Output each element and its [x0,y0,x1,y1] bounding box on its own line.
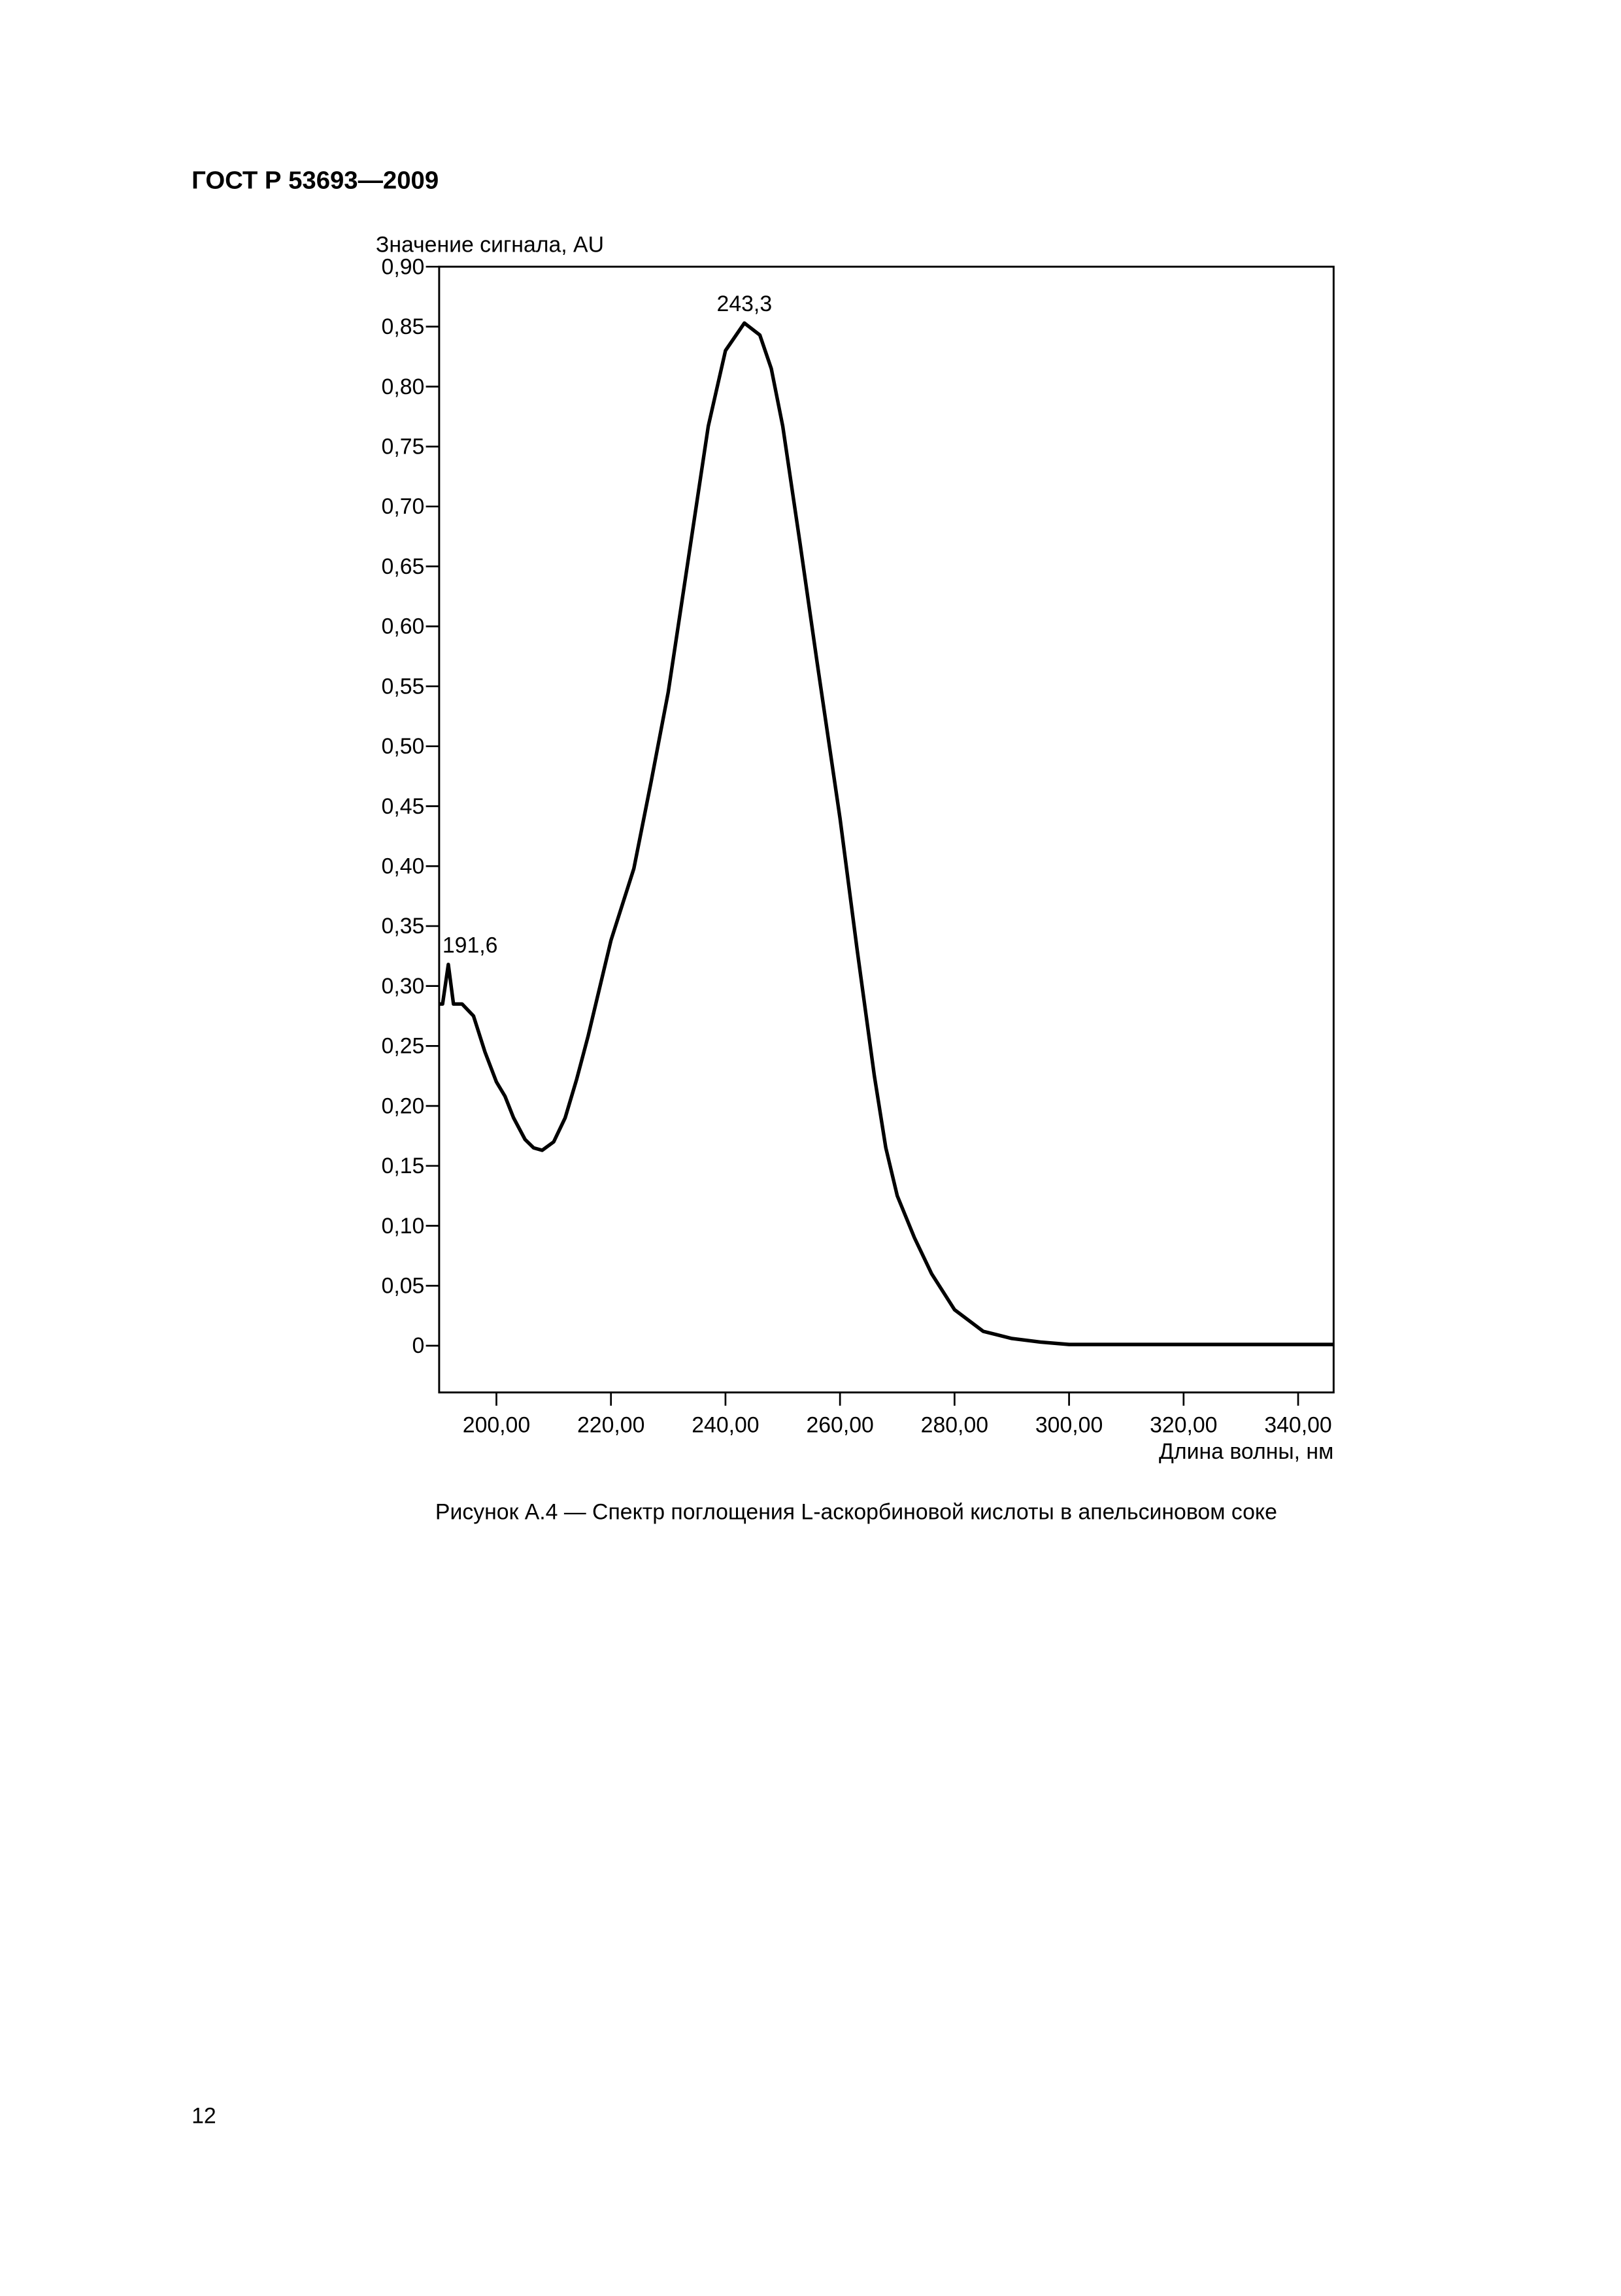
header: ГОСТ Р 53693—2009 [192,167,439,195]
y-tick-label: 0,65 [382,554,425,579]
y-tick-label: 0,80 [382,374,425,399]
y-tick-label: 0,10 [382,1214,425,1239]
y-tick-label: 0,60 [382,614,425,639]
peak-label: 243,3 [717,291,773,316]
x-tick-label: 320,00 [1150,1412,1217,1437]
y-tick-label: 0,45 [382,794,425,819]
plot-frame [438,265,1335,1393]
y-tick-label: 0,35 [382,914,425,939]
y-tick-label: 0,40 [382,854,425,879]
y-tick-label: 0,15 [382,1154,425,1178]
x-tick-label: 260,00 [806,1412,873,1437]
y-axis-label: Значение сигнала, AU [376,233,604,258]
x-tick-label: 220,00 [577,1412,644,1437]
spectrum-line [439,321,1334,1346]
y-tick-label: 0,50 [382,734,425,759]
caption: Рисунок А.4 — Спектр поглощения L-аскорб… [435,1499,1277,1524]
x-tick-label: 200,00 [463,1412,530,1437]
y-tick-label: 0,85 [382,314,425,339]
x-tick-label: 280,00 [921,1412,988,1437]
y-tick-label: 0,55 [382,674,425,699]
x-tick-label: 340,00 [1264,1412,1331,1437]
y-tick-label: 0,25 [382,1034,425,1059]
y-tick-label: 0 [412,1333,425,1358]
y-tick-label: 0,20 [382,1093,425,1118]
y-tick-label: 0,90 [382,254,425,279]
x-axis-label: Длина волны, нм [1159,1439,1333,1464]
y-tick-label: 0,70 [382,494,425,519]
page-number: 12 [192,2104,216,2129]
y-tick-label: 0,05 [382,1274,425,1299]
y-tick-label: 0,30 [382,974,425,999]
x-tick-label: 240,00 [692,1412,759,1437]
peak-label: 191,6 [443,933,498,958]
y-tick-label: 0,75 [382,434,425,459]
x-tick-label: 300,00 [1035,1412,1103,1437]
